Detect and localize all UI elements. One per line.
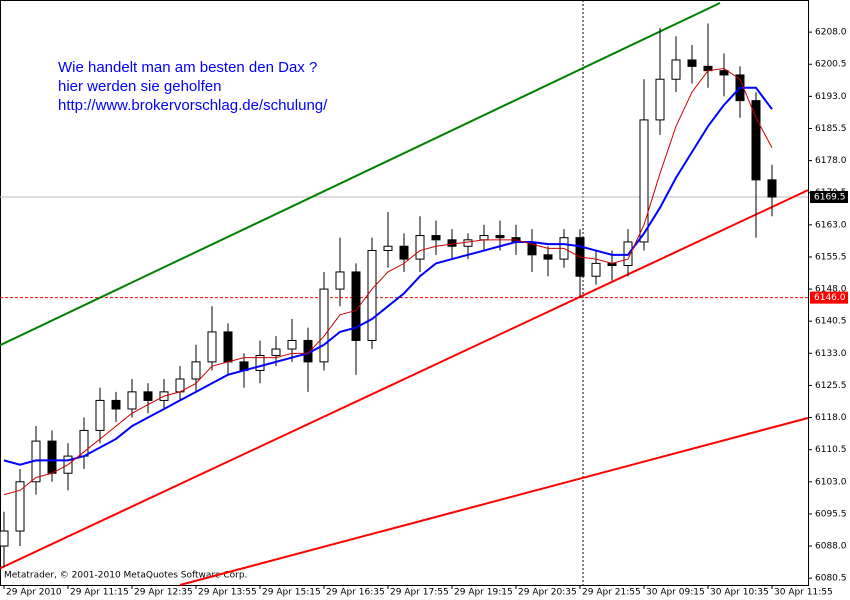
x-tick-label: 30 Apr 09:15 xyxy=(646,588,705,598)
x-tick-label: 29 Apr 17:55 xyxy=(390,588,449,598)
candle-body xyxy=(367,250,377,341)
candle-body xyxy=(463,239,473,247)
x-tick-label: 29 Apr 21:55 xyxy=(582,588,641,598)
candle-body xyxy=(767,179,777,198)
candle-body xyxy=(639,119,649,243)
candle-body xyxy=(591,262,601,277)
x-tick-label: 30 Apr 11:55 xyxy=(774,588,833,598)
y-tick-label: 6140.5 xyxy=(815,317,847,327)
candle-body xyxy=(255,354,265,371)
annotation: Wie handelt man am besten den Dax ? xyxy=(58,59,317,76)
trend-line xyxy=(179,417,809,586)
candle-body xyxy=(271,348,281,356)
x-tick-label: 29 Apr 2010 xyxy=(6,588,62,598)
candle-body xyxy=(335,271,345,290)
candle-body xyxy=(127,391,137,410)
moving-average xyxy=(3,86,773,466)
candle-body xyxy=(415,235,425,260)
y-tick-label: 6148.0 xyxy=(815,285,847,295)
trend-line xyxy=(0,2,721,347)
candle-body xyxy=(751,100,761,181)
x-tick-label: 29 Apr 20:35 xyxy=(518,588,577,598)
y-tick-label: 6110.5 xyxy=(815,445,847,455)
candle-body xyxy=(671,59,681,80)
y-tick-label: 6193.0 xyxy=(815,92,847,102)
candle-body xyxy=(719,70,729,76)
x-tick-label: 30 Apr 10:35 xyxy=(710,588,769,598)
x-tick-label: 29 Apr 16:35 xyxy=(326,588,385,598)
candle-body xyxy=(15,481,25,532)
candle-body xyxy=(143,391,153,401)
candle-body xyxy=(0,530,9,547)
annotation: hier werden sie geholfen xyxy=(58,78,221,95)
candle-body xyxy=(399,245,409,260)
y-tick-label: 6095.5 xyxy=(815,509,847,519)
candle-body xyxy=(95,399,105,431)
y-tick-label: 6088.0 xyxy=(815,542,847,552)
y-tick-label: 6208.0 xyxy=(815,28,847,38)
y-tick-label: 6185.5 xyxy=(815,124,847,134)
candle-body xyxy=(207,331,217,363)
y-tick-label: 6163.0 xyxy=(815,220,847,230)
candle-body xyxy=(479,235,489,241)
candle-body xyxy=(543,254,553,260)
price-label-box xyxy=(810,190,848,203)
candle-body xyxy=(351,271,361,341)
candle-body xyxy=(383,245,393,252)
candle-body xyxy=(223,331,233,363)
trend-line xyxy=(0,189,809,570)
y-tick-label: 6118.0 xyxy=(815,413,847,423)
y-tick-label: 6133.0 xyxy=(815,349,847,359)
annotation: http://www.brokervorschlag.de/schulung/ xyxy=(58,97,328,114)
y-tick-label: 6178.0 xyxy=(815,156,847,166)
x-tick-label: 29 Apr 15:15 xyxy=(262,588,321,598)
candle-body xyxy=(655,78,665,121)
candle-body xyxy=(447,239,457,247)
candle-body xyxy=(495,235,505,239)
candle-body xyxy=(287,339,297,350)
x-tick-label: 29 Apr 13:55 xyxy=(198,588,257,598)
x-tick-label: 29 Apr 12:35 xyxy=(134,588,193,598)
moving-average xyxy=(3,68,773,496)
candle-body xyxy=(47,440,57,474)
candle-body xyxy=(111,399,121,410)
price-label: 6169.5 xyxy=(814,192,846,202)
y-tick-label: 6125.5 xyxy=(815,381,847,391)
candle-body xyxy=(319,288,329,363)
price-label: 6146.0 xyxy=(814,293,846,303)
y-tick-label: 6200.5 xyxy=(815,60,847,70)
y-tick-label: 6080.5 xyxy=(815,574,847,584)
price-label-box xyxy=(810,291,848,304)
footer: Metatrader, © 2001-2010 MetaQuotes Softw… xyxy=(4,571,247,581)
y-tick-label: 6155.5 xyxy=(815,252,847,262)
candle-body xyxy=(191,361,201,380)
y-tick-label: 6103.0 xyxy=(815,477,847,487)
x-tick-label: 29 Apr 19:15 xyxy=(454,588,513,598)
candle-body xyxy=(687,59,697,67)
x-tick-label: 29 Apr 11:15 xyxy=(70,588,129,598)
candle-body xyxy=(431,235,441,241)
